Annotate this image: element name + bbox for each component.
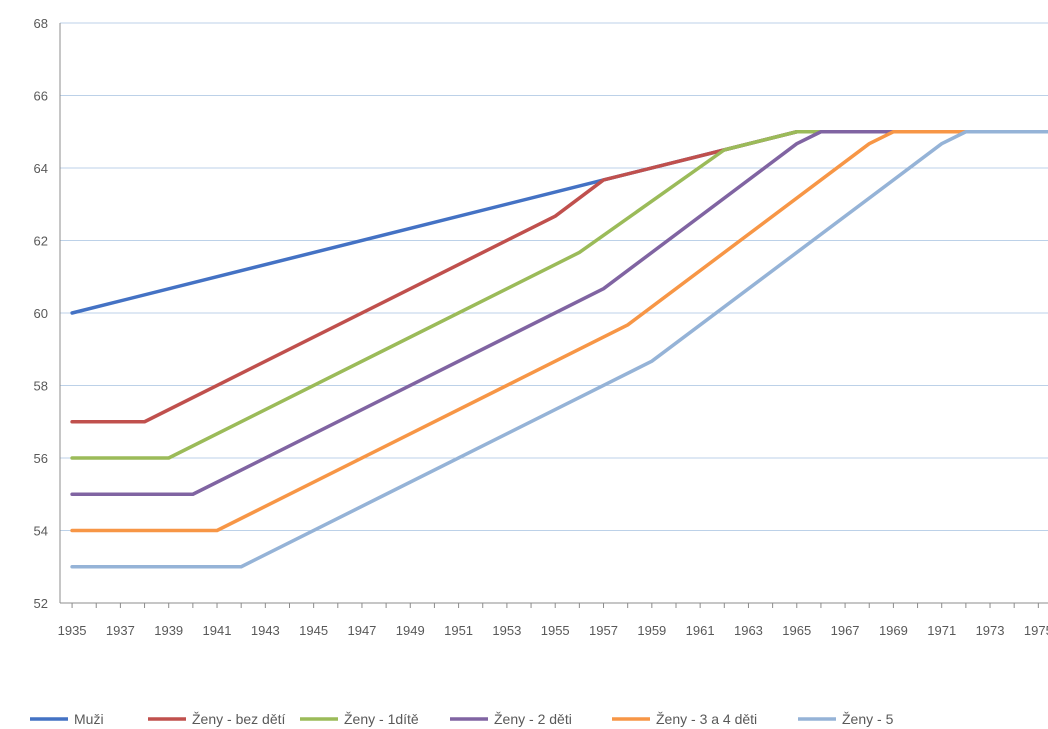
y-tick-label: 56 <box>34 451 48 466</box>
x-tick-label: 1951 <box>444 623 473 638</box>
x-tick-label: 1975 <box>1024 623 1048 638</box>
x-tick-label: 1941 <box>203 623 232 638</box>
x-tick-label: 1947 <box>347 623 376 638</box>
legend-label: Ženy - 3 a 4 děti <box>656 711 757 727</box>
x-tick-label: 1945 <box>299 623 328 638</box>
y-tick-label: 60 <box>34 306 48 321</box>
y-tick-label: 62 <box>34 234 48 249</box>
legend-label: Muži <box>74 711 104 727</box>
x-tick-label: 1967 <box>831 623 860 638</box>
x-tick-label: 1943 <box>251 623 280 638</box>
legend-label: Ženy - 2 děti <box>494 711 572 727</box>
x-tick-label: 1953 <box>492 623 521 638</box>
y-tick-label: 68 <box>34 16 48 31</box>
legend-label: Ženy - 5 <box>842 711 894 727</box>
x-tick-label: 1971 <box>927 623 956 638</box>
y-tick-label: 54 <box>34 524 48 539</box>
y-tick-label: 66 <box>34 89 48 104</box>
y-tick-label: 58 <box>34 379 48 394</box>
legend-label: Ženy - bez dětí <box>192 711 285 727</box>
series-line-6 <box>70 130 1048 569</box>
x-tick-label: 1939 <box>154 623 183 638</box>
x-tick-label: 1961 <box>686 623 715 638</box>
legend-label: Ženy - 1dítě <box>344 711 419 727</box>
x-axis: 1935 1937 1939 1941 1943 1945 1947 1949 1951 1953… <box>58 602 1048 638</box>
series-line-4 <box>70 130 1048 496</box>
x-tick-label: 1969 <box>879 623 908 638</box>
series-lines <box>70 130 1048 569</box>
x-tick-label: 1949 <box>396 623 425 638</box>
x-tick-label: 1955 <box>541 623 570 638</box>
x-tick-label: 1959 <box>637 623 666 638</box>
grid-lines <box>60 22 1048 531</box>
x-tick-label: 1937 <box>106 623 135 638</box>
x-tick-label: 1957 <box>589 623 618 638</box>
x-tick-label: 1935 <box>58 623 87 638</box>
x-tick-label: 1963 <box>734 623 763 638</box>
series-line-5 <box>70 130 1048 533</box>
x-tick-label: 1965 <box>782 623 811 638</box>
y-axis: 52 54 56 58 60 62 64 66 68 <box>34 16 61 611</box>
legend: Muži Ženy - bez dětí Ženy - 1dítě Ženy - 2 … <box>30 711 894 727</box>
y-tick-label: 52 <box>34 596 48 611</box>
x-tick-label: 1973 <box>976 623 1005 638</box>
y-tick-label: 64 <box>34 161 48 176</box>
series-line-1 <box>70 130 1048 315</box>
